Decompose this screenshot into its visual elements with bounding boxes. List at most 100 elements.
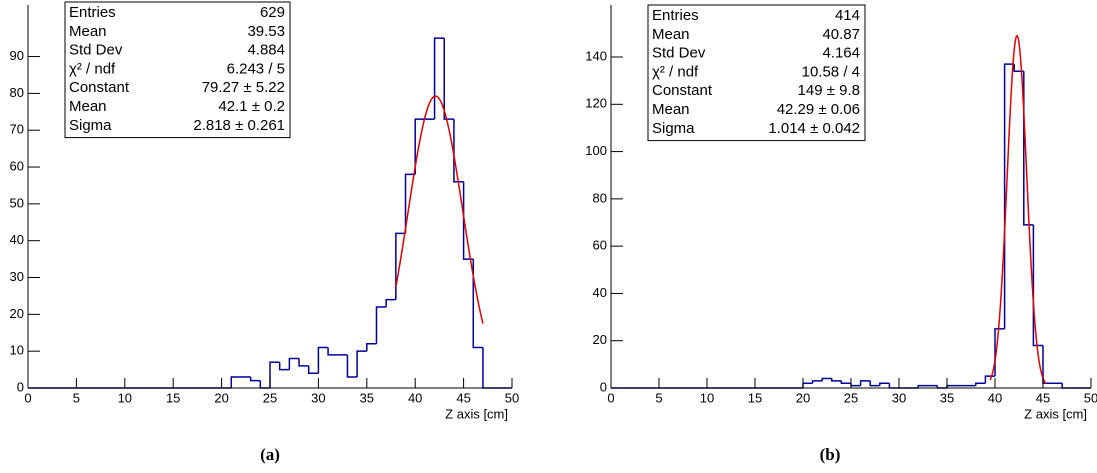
caption: (a) (260, 445, 280, 464)
stats-label: Mean (69, 23, 107, 40)
histogram-bin (850, 383, 861, 387)
y-tick-label: 60 (10, 158, 24, 173)
x-tick-label: 5 (73, 390, 80, 405)
histogram-bin (346, 354, 358, 378)
histogram-bin (366, 343, 377, 352)
y-tick-label: 120 (585, 96, 607, 111)
histogram-bin (840, 380, 851, 385)
histogram-bin (327, 347, 338, 356)
x-tick-label: 15 (748, 390, 762, 405)
histogram-bin (317, 346, 329, 374)
histogram-bin (821, 377, 832, 381)
x-tick-label: 25 (263, 390, 277, 405)
y-tick-label: 100 (585, 143, 607, 158)
stats-value: 414 (835, 7, 860, 24)
x-tick-label: 45 (1036, 390, 1050, 405)
y-tick-label: 80 (10, 85, 24, 100)
stats-box (64, 1, 291, 139)
fit-curve (989, 34, 1047, 385)
fit-param-value: 42.1 ± 0.2 (218, 98, 285, 115)
stats-value: 6.243 / 5 (227, 60, 285, 77)
y-tick-label: 50 (10, 195, 24, 210)
y-tick-label: 0 (17, 379, 24, 394)
x-tick-label: 45 (456, 390, 470, 405)
histogram-bin (1042, 345, 1053, 385)
x-tick-label: 5 (655, 390, 662, 405)
stats-label: Std Dev (69, 42, 123, 59)
y-tick-label: 90 (10, 48, 24, 63)
stats-label: Entries (69, 4, 116, 21)
stats-box (647, 4, 866, 142)
x-axis-title: Z axis [cm] (445, 406, 508, 421)
x-tick-label: 40 (988, 390, 1002, 405)
histogram-bin (453, 119, 464, 183)
histogram-bin (433, 37, 445, 120)
stats-value: 629 (260, 4, 285, 21)
x-tick-label: 10 (700, 390, 714, 405)
y-tick-label: 30 (10, 269, 24, 284)
histogram-bin (278, 362, 290, 371)
y-tick-label: 60 (593, 238, 607, 253)
x-tick-label: 50 (1084, 390, 1097, 405)
stats-label: χ² / ndf (69, 60, 116, 77)
x-tick-label: 50 (505, 390, 519, 405)
y-tick-label: 20 (593, 332, 607, 347)
histogram-bin (259, 380, 270, 389)
x-tick-label: 0 (24, 390, 31, 405)
y-tick-label: 80 (593, 190, 607, 205)
x-tick-label: 15 (166, 390, 180, 405)
y-tick-label: 0 (600, 379, 607, 394)
x-tick-label: 35 (360, 390, 374, 405)
histogram-bin (1061, 383, 1072, 389)
histogram-bin (375, 306, 387, 344)
histogram-bin (443, 38, 454, 120)
histogram-bin (356, 350, 367, 377)
histogram-bin (385, 298, 396, 307)
fit-param-name: Mean (69, 98, 107, 115)
y-tick-label: 20 (10, 306, 24, 321)
stats-label: Entries (652, 7, 699, 24)
fit-param-value: 79.27 ± 5.22 (202, 79, 285, 96)
x-tick-label: 20 (796, 390, 810, 405)
x-tick-label: 0 (607, 390, 614, 405)
stats-value: 4.164 (822, 45, 860, 62)
histogram-bin (888, 383, 899, 389)
x-tick-label: 20 (214, 390, 228, 405)
fit-param-value: 149 ± 9.8 (798, 82, 860, 99)
histogram-bin (1032, 224, 1043, 347)
stats-value: 10.58 / 4 (802, 63, 860, 80)
histogram-bin (482, 347, 493, 389)
histogram-bin (917, 384, 928, 388)
fit-param-name: Constant (69, 79, 130, 96)
histogram-bin (811, 380, 823, 384)
y-tick-label: 10 (10, 343, 24, 358)
histogram-bin (230, 376, 241, 388)
fit-curve (395, 95, 484, 324)
histogram-bin (869, 380, 880, 387)
x-tick-label: 10 (118, 390, 132, 405)
x-tick-label: 35 (940, 390, 954, 405)
fit-param-value: 2.818 ± 0.261 (193, 117, 285, 134)
fit-param-name: Sigma (69, 117, 112, 134)
stats-label: χ² / ndf (652, 63, 699, 80)
fit-param-name: Constant (652, 82, 713, 99)
histogram-bin (298, 358, 309, 367)
histogram-bin (802, 382, 813, 388)
histogram-bin (1013, 64, 1024, 72)
histogram-bin (859, 380, 871, 386)
histogram-bin (395, 232, 406, 300)
x-tick-label: 30 (311, 390, 325, 405)
x-tick-label: 25 (844, 390, 858, 405)
histogram-bin (414, 118, 425, 175)
fit-param-name: Sigma (652, 120, 695, 137)
histogram-bin (249, 376, 261, 382)
stats-value: 40.87 (822, 26, 860, 43)
histogram-bin (879, 382, 890, 386)
stats-value: 4.884 (247, 42, 285, 59)
y-tick-label: 40 (10, 232, 24, 247)
histogram-bin (404, 173, 416, 234)
histogram-bin (472, 259, 483, 349)
fit-param-value: 1.014 ± 0.042 (768, 120, 860, 137)
y-tick-label: 70 (10, 122, 24, 137)
